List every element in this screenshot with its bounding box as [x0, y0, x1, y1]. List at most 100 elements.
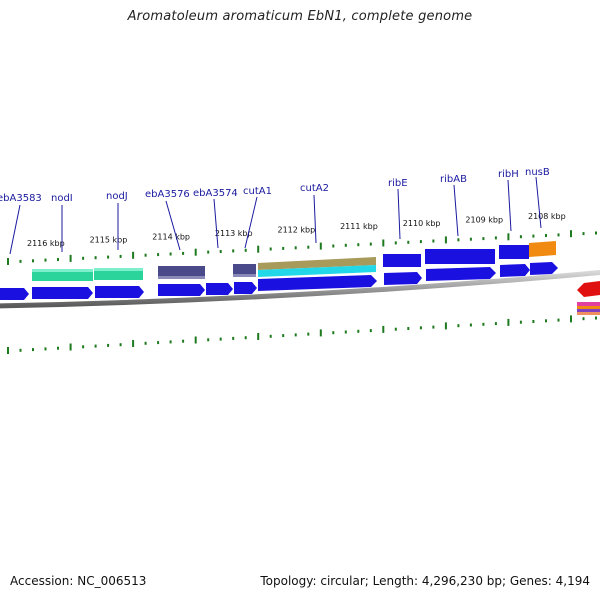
inner-ring-major-tick	[382, 325, 385, 333]
inner-ring-minor-tick	[282, 334, 285, 338]
gene-label-ebA3583[interactable]: ebA3583	[0, 193, 42, 204]
gene-label-ebA3576[interactable]: ebA3576	[145, 189, 190, 200]
gene-label-nusB[interactable]: nusB	[525, 167, 550, 178]
feature-cutA1-slate[interactable]	[233, 264, 256, 277]
outer-ring-major-tick	[132, 251, 135, 259]
inner-ring-minor-tick	[494, 322, 497, 326]
leader-ribAB	[453, 184, 459, 237]
label-leader-lines	[9, 176, 542, 255]
lower-feature-track	[0, 262, 600, 300]
gene-label-ebA3574[interactable]: ebA3574	[193, 188, 238, 199]
gene-label-group: ebA3583 nodI nodJ ebA3576 ebA3574 cutA1 …	[0, 167, 550, 204]
outer-ring-minor-tick	[207, 250, 210, 254]
outer-ring-major-tick	[382, 239, 385, 247]
tick-label: 2109 kbp	[465, 215, 503, 224]
feature-right-orange[interactable]	[577, 306, 600, 309]
outer-ring-minor-tick	[469, 237, 472, 241]
backbone-arc	[0, 269, 600, 309]
feature-right-purple[interactable]	[577, 309, 600, 312]
inner-ring-minor-tick	[82, 345, 85, 349]
inner-ring-major-tick	[319, 329, 322, 337]
inner-ring-minor-tick	[169, 340, 172, 344]
outer-ring-minor-tick	[432, 239, 435, 243]
feature-cutA2-tan[interactable]	[258, 257, 376, 270]
outer-ring-minor-tick	[557, 233, 560, 237]
feature-cds-cutA1[interactable]	[234, 282, 257, 294]
gene-label-ribH[interactable]: ribH	[498, 169, 519, 180]
inner-ring-minor-tick	[332, 331, 335, 335]
outer-ring-minor-tick	[269, 247, 272, 251]
outer-ring-minor-tick	[307, 245, 310, 249]
outer-ring-minor-tick	[144, 253, 147, 257]
feature-cds-nodJ[interactable]	[95, 286, 144, 298]
inner-ring-minor-tick	[519, 320, 522, 324]
outer-ring-minor-tick	[407, 240, 410, 244]
feature-nusB-orange[interactable]	[529, 241, 556, 257]
inner-ring-minor-tick	[407, 327, 410, 330]
gene-label-ribAB[interactable]: ribAB	[440, 174, 467, 185]
feature-cds-ribE-lower[interactable]	[384, 272, 422, 285]
outer-ring-minor-tick	[107, 255, 110, 259]
outer-ring-major-tick	[507, 233, 510, 241]
outer-ring-minor-tick	[394, 241, 397, 245]
inner-ring-minor-tick	[307, 332, 310, 336]
inner-ring-major-tick	[69, 343, 72, 351]
inner-ring-major-tick	[7, 347, 9, 354]
upper-feature-track	[32, 241, 556, 281]
outer-ring-minor-tick	[94, 256, 97, 260]
feature-cds-nodI[interactable]	[32, 287, 93, 299]
feature-cds-nusB-lower[interactable]	[530, 262, 558, 275]
feature-ebA3576-slate[interactable]	[158, 266, 205, 279]
feature-cds-ribH[interactable]	[499, 245, 529, 259]
feature-cds-cutA2[interactable]	[258, 275, 377, 291]
inner-ring-minor-tick	[432, 325, 435, 329]
tick-label: 2110 kbp	[403, 219, 441, 228]
gene-label-ribE[interactable]: ribE	[388, 178, 408, 189]
feature-cutA1-slate-shade	[233, 274, 256, 277]
outer-ring-major-tick	[194, 248, 197, 256]
feature-cds-ebA3583[interactable]	[0, 288, 29, 300]
gene-label-cutA2[interactable]: cutA2	[300, 183, 329, 194]
inner-ring-minor-tick	[107, 343, 110, 347]
feature-right-pink[interactable]	[577, 302, 600, 306]
tick-label: 2114 kbp	[152, 232, 190, 241]
feature-right-salmon[interactable]	[577, 312, 600, 315]
inner-ring-minor-tick	[219, 337, 222, 341]
outer-ring-minor-tick	[482, 237, 485, 241]
feature-cds-right-red[interactable]	[577, 281, 600, 297]
map-title: Aromatoleum aromaticum EbN1, complete ge…	[127, 9, 473, 24]
outer-ring-major-tick	[7, 258, 9, 265]
tick-label: 2115 kbp	[90, 236, 128, 245]
inner-ring-minor-tick	[344, 330, 347, 334]
leader-ebA3574	[213, 198, 219, 249]
feature-cds-ribAB[interactable]	[425, 249, 495, 264]
feature-cds-ribE[interactable]	[383, 254, 421, 267]
leader-cutA1	[244, 196, 258, 249]
gene-label-nodJ[interactable]: nodJ	[106, 191, 128, 202]
inner-ring-minor-tick	[144, 341, 147, 345]
inner-ring-minor-tick	[369, 329, 372, 333]
outer-ring-major-tick	[444, 236, 447, 244]
outer-ring-minor-tick	[282, 246, 285, 250]
feature-cds-ebA3576[interactable]	[158, 284, 205, 296]
inner-ring-minor-tick	[469, 323, 472, 327]
inner-ring-minor-tick	[557, 318, 560, 322]
inner-ring-major-tick	[444, 322, 447, 330]
outer-ring-minor-tick	[232, 249, 235, 253]
gene-label-cutA1[interactable]: cutA1	[243, 186, 272, 197]
outer-ring-minor-tick	[219, 250, 222, 253]
feature-cds-ribAB-lower[interactable]	[426, 267, 496, 281]
leader-ebA3576	[165, 200, 181, 251]
inner-ring-major-tick	[132, 340, 135, 347]
inner-ring-minor-tick	[94, 344, 97, 348]
tick-label-group: 2116 kbp 2115 kbp 2114 kbp 2113 kbp 2112 kbp…	[27, 212, 566, 248]
gene-label-nodI[interactable]: nodI	[51, 193, 73, 204]
feature-cutA2-cyan[interactable]	[258, 265, 376, 277]
feature-cds-ribH-lower[interactable]	[500, 264, 530, 277]
feature-cds-ebA3574[interactable]	[206, 283, 233, 295]
outer-ring-minor-tick	[244, 248, 247, 252]
outer-ring-minor-tick	[119, 254, 122, 258]
inner-ring-minor-tick	[182, 339, 185, 343]
outer-ring-minor-tick	[419, 240, 422, 244]
